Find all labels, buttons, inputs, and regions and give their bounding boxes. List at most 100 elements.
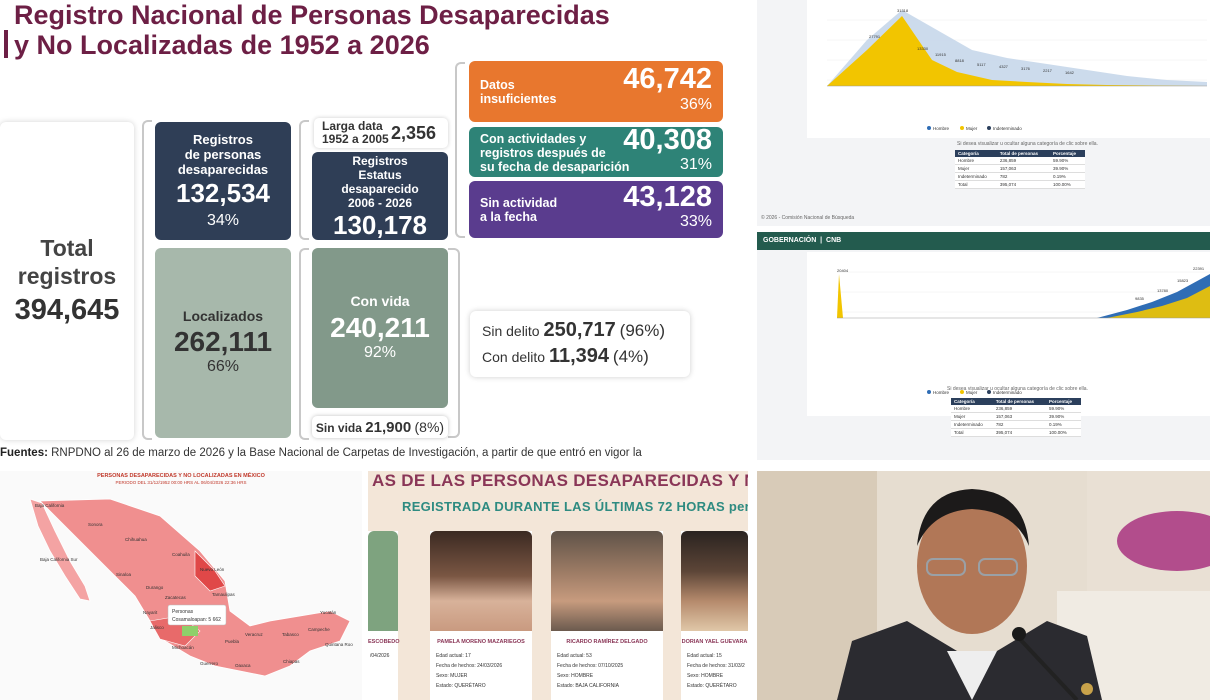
loc-label: Localizados [182, 308, 264, 324]
fuentes-label: Fuentes: [0, 447, 48, 459]
bracket-3 [299, 248, 309, 440]
loc-pct: 66% [206, 358, 240, 375]
state-label: Baja California [35, 503, 65, 508]
table-header: Total de personas [996, 150, 1051, 157]
peak-label: 8818 [955, 58, 965, 63]
missing-person-card[interactable]: RICARDO RAMÍREZ DELGADO Edad actual: 53 … [551, 531, 663, 700]
sin-delito-pct: (96%) [619, 321, 666, 340]
cat2-value: 43,128 [623, 181, 712, 213]
person-field: Fecha de hechos: 24/03/2026 [436, 663, 503, 669]
missing-person-card[interactable]: PAMELA MORENO MAZARIEGOS Edad actual: 17… [430, 531, 532, 700]
state-label: Nayarit [143, 610, 158, 615]
cat0-l2: insuficientes [480, 92, 557, 106]
table-cell: Indeterminado [951, 420, 993, 429]
person-photo [430, 531, 532, 631]
chart-top-footer: © 2026 - Comisión Nacional de Búsqueda [761, 215, 855, 221]
title-line2-bold: 1952 a 2026 [279, 30, 430, 60]
person-field: Estado: BAJA CALIFORNIA [557, 683, 619, 689]
cat0-pct: 36% [679, 96, 712, 113]
table-cell: Indeterminado [955, 172, 997, 181]
sinvida-label: Sin vida [315, 421, 362, 435]
state-label: Veracruz [245, 632, 264, 637]
total-label-2: registros [17, 263, 117, 289]
table-header: Porcentaje [1050, 150, 1085, 157]
person-name: DORIAN YAEL GUEVARA [681, 639, 748, 645]
peak-label: 1642 [1065, 70, 1075, 75]
mexico-map-panel: PERSONAS DESAPARECIDAS Y NO LOCALIZADAS … [0, 471, 362, 700]
state-label: Durango [146, 585, 164, 590]
fuentes-note: Fuentes: RNPDNO al 26 de marzo de 2026 y… [0, 447, 748, 459]
table-cell: 782 [996, 172, 1051, 181]
table-cell: 395,074 [996, 180, 1051, 189]
state-label: Chihuahua [125, 537, 147, 542]
desaparecidas-card: Registros de personas desaparecidas 132,53… [155, 122, 291, 240]
tooltip-line1: Personas [172, 609, 194, 615]
table-row: Mujer 157,063 39.90% [951, 412, 1081, 421]
legend-hombre[interactable]: Hombre [933, 126, 950, 131]
table-row: Indeterminado 782 0.19% [951, 420, 1081, 429]
official-photo-svg [757, 471, 1210, 700]
tail-label: 9835 [1135, 296, 1145, 301]
cat1-l1: Con actividades y [480, 132, 587, 146]
state-label: Tabasco [282, 632, 299, 637]
peak-label: 31318 [897, 8, 909, 13]
person-hair [917, 489, 1029, 546]
legend-hombre[interactable]: Hombre [933, 390, 950, 395]
chart-mid-table: Categoría Total de personas Porcentaje Hom… [951, 398, 1081, 437]
tail-label: 22391 [1193, 266, 1205, 271]
fuentes-text: RNPDNO al 26 de marzo de 2026 y la Base … [47, 447, 642, 459]
legend-indeterminado[interactable]: Indeterminado [993, 126, 1022, 131]
cat1-value: 40,308 [623, 124, 712, 156]
table-cell: Hombre [955, 157, 997, 165]
tail-label: 13780 [1157, 288, 1169, 293]
vida-pct: 92% [363, 344, 397, 361]
legend-mujer[interactable]: Mujer [966, 126, 978, 131]
tooltip-line2: Cosamaloapan: 5 662 [172, 617, 221, 623]
person-field: Estado: QUERÉTARO [687, 683, 737, 689]
person-field: Edad actual: 15 [687, 653, 722, 659]
tail-label: 15823 [1177, 278, 1189, 283]
table-cell: 100.00% [1050, 180, 1085, 189]
estatus-label-3: desaparecido [341, 182, 419, 196]
person-field: Fecha de hechos: 07/10/2025 [557, 663, 624, 669]
spike-label: 20404 [837, 268, 849, 273]
missing-person-card[interactable]: DORIAN YAEL GUEVARA Edad actual: 15 Fech… [681, 531, 748, 700]
legend-indeterminado[interactable]: Indeterminado [993, 390, 1022, 395]
state-label: Coahuila [172, 552, 190, 557]
person-field: Sexo: MUJER [436, 673, 468, 679]
missing-person-card[interactable]: ESCOBEDO /04/2026 [368, 531, 399, 700]
state-label: Jalisco [150, 625, 164, 630]
desap-label-2: de personas [184, 147, 262, 162]
state-label: Baja California Sur [40, 557, 78, 562]
person-field: Sexo: HOMBRE [557, 673, 594, 679]
cnb-logo-text: CNB [826, 237, 842, 244]
table-cell: Total [955, 180, 997, 189]
table-cell: Mujer [955, 164, 997, 173]
table-cell: 0.19% [1050, 172, 1085, 181]
title-line1: Registro Nacional de Personas Desapareci… [14, 0, 610, 30]
table-row: Mujer 157,063 39.90% [955, 164, 1085, 173]
cat1-pct: 31% [679, 156, 712, 173]
bracket-2 [299, 120, 309, 240]
table-row: Hombre 236,859 59.90% [951, 405, 1081, 413]
person-field: Fecha de hechos: 31/03/2 [687, 663, 745, 669]
map-baja-california[interactable] [29, 498, 91, 602]
map-northeast-states[interactable] [194, 550, 226, 592]
total-label-1: Total [40, 235, 94, 261]
sin-delito-value: 250,717 [543, 319, 616, 341]
con-delito-label: Con delito [482, 349, 546, 365]
cat2-l2: a la fecha [480, 210, 537, 224]
map-mainland[interactable] [39, 498, 351, 677]
table-cell: Mujer [951, 412, 993, 421]
bracket-5 [448, 248, 460, 438]
person-field: Sexo: HOMBRE [687, 673, 724, 679]
table-cell: 39.90% [1046, 412, 1081, 421]
table-cell: 59.90% [1050, 157, 1085, 165]
legend-mujer[interactable]: Mujer [966, 390, 978, 395]
chart-top-table: Categoría Total de personas Porcentaje Hom… [955, 150, 1085, 189]
peak-label: 2217 [1043, 68, 1053, 73]
table-cell: 157,063 [992, 412, 1047, 421]
state-label: Chiapas [283, 659, 300, 664]
map-highlight-region[interactable] [182, 626, 198, 636]
table-cell: 59.90% [1046, 405, 1081, 413]
